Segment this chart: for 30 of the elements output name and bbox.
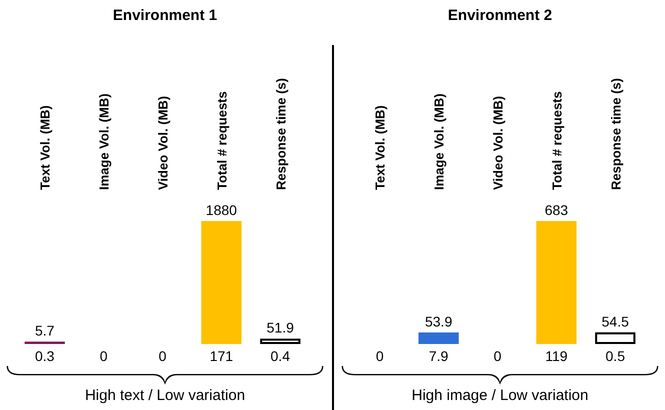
x-tick-label: Text Vol. (MB) (372, 105, 388, 190)
data-label: 54.5 (602, 313, 630, 330)
data-label: 5.7 (35, 322, 55, 339)
x-axis-title: High image / Low variation (412, 387, 588, 404)
text: 0 (100, 348, 108, 364)
chart-title: Environment 1 (112, 7, 218, 24)
data-label: 1880 (206, 202, 238, 218)
text: 0.4 (270, 348, 290, 364)
x-tick-label: Response time (s) (608, 78, 624, 190)
data-label: 683 (544, 202, 568, 218)
x-tick-label: Text Vol. (MB) (38, 105, 53, 190)
x-tick-label: Video Vol. (MB) (490, 96, 506, 190)
text: 0 (158, 348, 167, 364)
data-label: 53.9 (424, 313, 452, 330)
x-tick-label: Image Vol. (MB) (96, 93, 112, 190)
data-label: 51.9 (266, 320, 294, 336)
text: 0 (376, 348, 384, 364)
x-tick-label: Total # requests (214, 91, 230, 190)
chart-title: Environment 2 (448, 7, 552, 24)
text: 171 (210, 348, 234, 364)
text: 119 (545, 348, 568, 364)
text: 0.3 (35, 348, 55, 364)
x-tick-label: Total # requests (549, 91, 564, 190)
x-tick-label: Image Vol. (MB) (432, 93, 447, 190)
x-tick-label: Response time (s) (273, 78, 288, 190)
text: 0 (494, 348, 502, 364)
text: 0.5 (606, 348, 626, 364)
text: 7.9 (428, 348, 449, 364)
x-axis-title: High text / Low variation (84, 387, 246, 404)
x-tick-label: Video Vol. (MB) (156, 96, 170, 190)
